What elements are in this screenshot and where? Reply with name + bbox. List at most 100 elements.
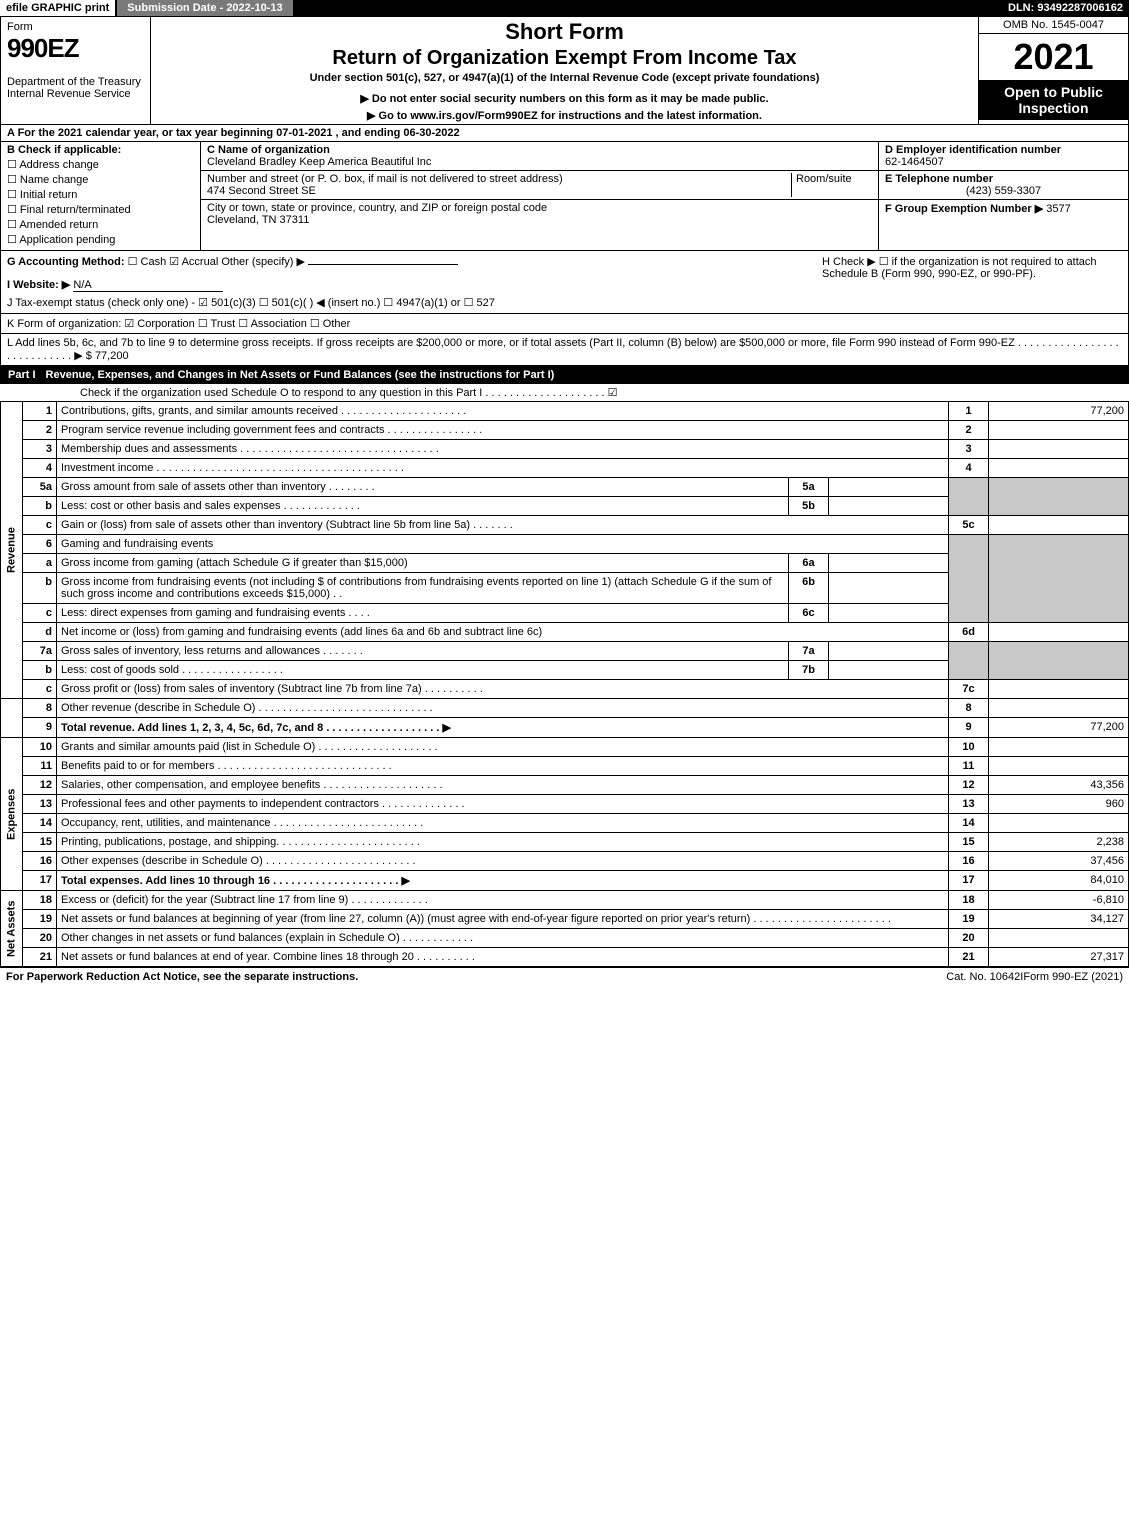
- line-21-desc: Net assets or fund balances at end of ye…: [57, 948, 949, 967]
- line-5a-val: [829, 478, 949, 497]
- line-1-num: 1: [23, 402, 57, 421]
- expenses-sidelabel: Expenses: [1, 738, 23, 891]
- line-21-code: 21: [949, 948, 989, 967]
- part-i-label: Part I: [8, 369, 36, 381]
- line-5b-val: [829, 497, 949, 516]
- line-12-amt: 43,356: [989, 776, 1129, 795]
- line-14-desc: Occupancy, rent, utilities, and maintena…: [57, 814, 949, 833]
- block-b-c-d: B Check if applicable: ☐ Address change …: [0, 142, 1129, 251]
- line-5a-desc: Gross amount from sale of assets other t…: [57, 478, 789, 497]
- line-4-desc: Investment income . . . . . . . . . . . …: [57, 459, 949, 478]
- line-19-amt: 34,127: [989, 910, 1129, 929]
- line-4-amt: [989, 459, 1129, 478]
- row-k-form-org: K Form of organization: ☑ Corporation ☐ …: [0, 314, 1129, 334]
- line-1-desc: Contributions, gifts, grants, and simila…: [57, 402, 949, 421]
- line-5a-sub: 5a: [789, 478, 829, 497]
- phone-label: E Telephone number: [885, 173, 993, 185]
- street: 474 Second Street SE: [207, 185, 316, 197]
- line-7b-sub: 7b: [789, 661, 829, 680]
- line-19-code: 19: [949, 910, 989, 929]
- form-ref: Form 990-EZ (2021): [1023, 971, 1123, 983]
- row-h-schedule-b: H Check ▶ ☐ if the organization is not r…: [822, 255, 1122, 309]
- line-17-amt: 84,010: [989, 871, 1129, 891]
- ssn-warning: ▶ Do not enter social security numbers o…: [157, 92, 972, 105]
- col-b-checkboxes: B Check if applicable: ☐ Address change …: [1, 142, 201, 250]
- street-label: Number and street (or P. O. box, if mail…: [207, 173, 563, 185]
- line-6b-sub: 6b: [789, 573, 829, 604]
- open-public: Open to Public Inspection: [979, 80, 1128, 120]
- line-6-desc: Gaming and fundraising events: [57, 535, 949, 554]
- line-2-amt: [989, 421, 1129, 440]
- line-8-code: 8: [949, 699, 989, 718]
- ein-label: D Employer identification number: [885, 144, 1061, 156]
- line-6a-desc: Gross income from gaming (attach Schedul…: [57, 554, 789, 573]
- line-12-code: 12: [949, 776, 989, 795]
- line-10-code: 10: [949, 738, 989, 757]
- room-suite-label: Room/suite: [792, 173, 872, 197]
- city: Cleveland, TN 37311: [207, 214, 309, 226]
- chk-initial-return[interactable]: ☐ Initial return: [7, 188, 194, 201]
- line-3-desc: Membership dues and assessments . . . . …: [57, 440, 949, 459]
- line-5c-code: 5c: [949, 516, 989, 535]
- page-footer: For Paperwork Reduction Act Notice, see …: [0, 967, 1129, 986]
- line-6d-code: 6d: [949, 623, 989, 642]
- line-14-code: 14: [949, 814, 989, 833]
- g-accrual[interactable]: Accrual: [182, 256, 219, 268]
- line-6d-amt: [989, 623, 1129, 642]
- chk-address-change[interactable]: ☐ Address change: [7, 158, 194, 171]
- line-6c-val: [829, 604, 949, 623]
- line-4-code: 4: [949, 459, 989, 478]
- line-21-amt: 27,317: [989, 948, 1129, 967]
- website-value: N/A: [73, 279, 223, 292]
- line-12-desc: Salaries, other compensation, and employ…: [57, 776, 949, 795]
- line-17-code: 17: [949, 871, 989, 891]
- line-16-amt: 37,456: [989, 852, 1129, 871]
- chk-name-change[interactable]: ☐ Name change: [7, 173, 194, 186]
- line-7a-val: [829, 642, 949, 661]
- line-6a-val: [829, 554, 949, 573]
- short-form-label: Short Form: [157, 19, 972, 45]
- line-7a-sub: 7a: [789, 642, 829, 661]
- cat-no: Cat. No. 10642I: [946, 971, 1023, 983]
- group-exemption: 3577: [1046, 203, 1070, 215]
- line-2-code: 2: [949, 421, 989, 440]
- form-header: Form 990EZ Department of the Treasury In…: [0, 16, 1129, 125]
- part-i-header: Part I Revenue, Expenses, and Changes in…: [0, 366, 1129, 384]
- line-5b-desc: Less: cost or other basis and sales expe…: [57, 497, 789, 516]
- line-18-desc: Excess or (deficit) for the year (Subtra…: [57, 891, 949, 910]
- omb-number: OMB No. 1545-0047: [979, 17, 1128, 34]
- line-1-amt: 77,200: [989, 402, 1129, 421]
- line-16-code: 16: [949, 852, 989, 871]
- line-17-desc: Total expenses. Add lines 10 through 16 …: [57, 871, 949, 891]
- dln: DLN: 93492287006162: [1002, 0, 1129, 16]
- block-g-h: G Accounting Method: ☐ Cash ☑ Accrual Ot…: [0, 251, 1129, 314]
- part-i-title: Revenue, Expenses, and Changes in Net As…: [46, 369, 555, 381]
- line-7c-amt: [989, 680, 1129, 699]
- line-6c-desc: Less: direct expenses from gaming and fu…: [57, 604, 789, 623]
- line-18-amt: -6,810: [989, 891, 1129, 910]
- col-d-ein-phone: D Employer identification number 62-1464…: [878, 142, 1128, 250]
- chk-final-return[interactable]: ☐ Final return/terminated: [7, 203, 194, 216]
- row-a-tax-year: A For the 2021 calendar year, or tax yea…: [0, 125, 1129, 142]
- row-j-tax-exempt: J Tax-exempt status (check only one) - ☑…: [7, 296, 822, 309]
- col-c-org-info: C Name of organization Cleveland Bradley…: [201, 142, 878, 250]
- line-6c-sub: 6c: [789, 604, 829, 623]
- chk-amended-return[interactable]: ☐ Amended return: [7, 218, 194, 231]
- line-5c-desc: Gain or (loss) from sale of assets other…: [57, 516, 949, 535]
- line-7b-val: [829, 661, 949, 680]
- paperwork-notice: For Paperwork Reduction Act Notice, see …: [6, 971, 946, 983]
- line-10-desc: Grants and similar amounts paid (list in…: [57, 738, 949, 757]
- line-7c-code: 7c: [949, 680, 989, 699]
- line-15-amt: 2,238: [989, 833, 1129, 852]
- line-8-desc: Other revenue (describe in Schedule O) .…: [57, 699, 949, 718]
- line-7b-desc: Less: cost of goods sold . . . . . . . .…: [57, 661, 789, 680]
- efile-label[interactable]: efile GRAPHIC print: [0, 0, 115, 16]
- g-cash[interactable]: Cash: [141, 256, 167, 268]
- goto-link[interactable]: ▶ Go to www.irs.gov/Form990EZ for instru…: [157, 109, 972, 122]
- chk-application-pending[interactable]: ☐ Application pending: [7, 233, 194, 246]
- g-other[interactable]: Other (specify) ▶: [221, 256, 305, 268]
- line-6b-val: [829, 573, 949, 604]
- submission-date: Submission Date - 2022-10-13: [117, 0, 292, 16]
- line-19-desc: Net assets or fund balances at beginning…: [57, 910, 949, 929]
- department: Department of the Treasury Internal Reve…: [7, 76, 144, 100]
